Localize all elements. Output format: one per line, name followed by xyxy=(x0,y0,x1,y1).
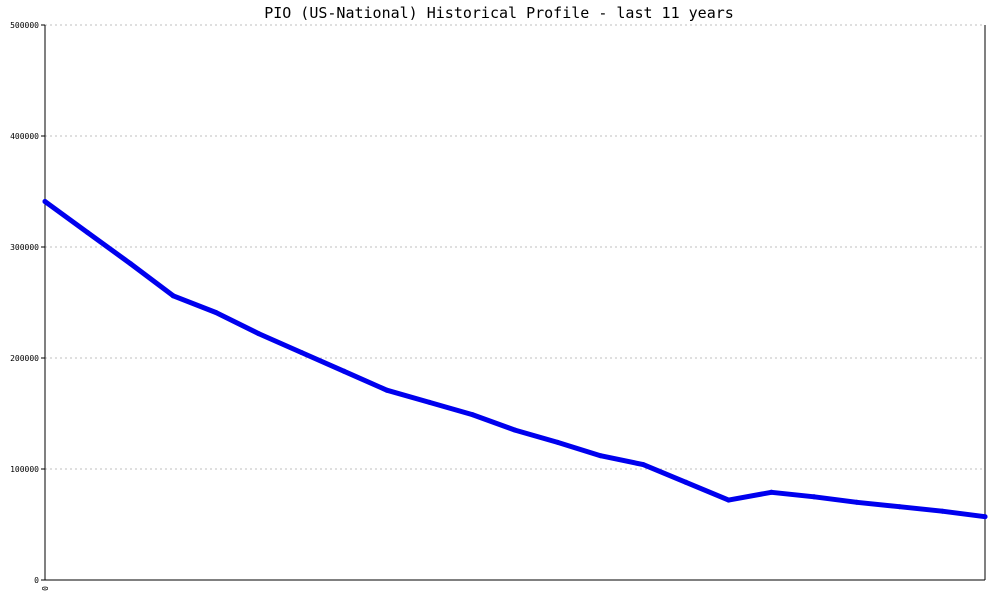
data-point xyxy=(469,412,475,418)
series-lines xyxy=(42,199,988,520)
chart-title: PIO (US-National) Historical Profile - l… xyxy=(264,4,734,22)
data-point xyxy=(341,368,347,374)
y-tick-label: 0 xyxy=(34,576,39,585)
data-point xyxy=(213,310,219,315)
data-point xyxy=(897,504,902,510)
y-tick-label: 400000 xyxy=(10,132,39,141)
x-tick-labels: 0 xyxy=(41,586,50,591)
data-point xyxy=(512,427,518,433)
data-point xyxy=(768,489,774,495)
x-tick-label: 0 xyxy=(41,586,50,591)
data-point xyxy=(726,497,732,503)
data-point xyxy=(939,508,945,514)
axes xyxy=(44,25,986,581)
data-point xyxy=(854,499,860,505)
data-point xyxy=(811,494,817,500)
data-point xyxy=(598,453,603,459)
data-point xyxy=(683,479,689,485)
data-point xyxy=(982,514,988,520)
data-point xyxy=(256,331,262,337)
data-point xyxy=(298,350,304,355)
data-point xyxy=(640,462,646,468)
data-point xyxy=(128,261,133,267)
data-point xyxy=(384,387,390,393)
data-point xyxy=(85,230,91,236)
y-tick-label: 100000 xyxy=(10,465,39,474)
y-tick-label: 300000 xyxy=(10,243,39,252)
gridlines xyxy=(45,24,985,470)
y-tick-labels: 0 100000 200000 300000 400000 500000 xyxy=(10,21,45,585)
y-tick-label: 200000 xyxy=(10,354,39,363)
y-tick-label: 500000 xyxy=(10,21,39,30)
data-point xyxy=(427,399,432,405)
data-point xyxy=(42,199,48,204)
data-point xyxy=(170,293,176,299)
data-point xyxy=(555,439,561,445)
